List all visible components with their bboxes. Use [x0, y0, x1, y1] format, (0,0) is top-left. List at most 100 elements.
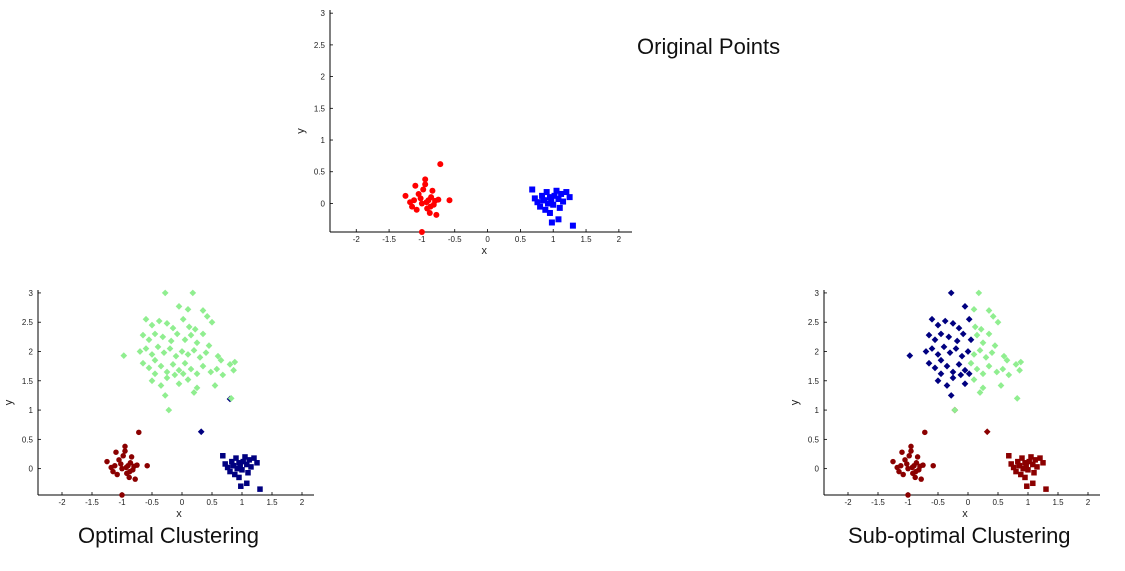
data-point-square: [240, 458, 246, 465]
data-point-square: [246, 457, 252, 463]
data-point-diamond: [953, 337, 961, 345]
data-point-diamond: [945, 333, 953, 341]
data-point-diamond: [991, 342, 999, 349]
data-point-circle: [134, 462, 140, 468]
data-point-diamond: [184, 376, 192, 383]
data-point-diamond: [187, 365, 195, 373]
data-point-circle: [908, 448, 914, 454]
data-point-circle: [914, 454, 921, 460]
data-point-square: [566, 194, 573, 201]
data-point-circle: [413, 206, 420, 213]
data-point-circle: [119, 465, 125, 472]
data-point-square: [227, 468, 233, 475]
data-point-diamond: [161, 392, 169, 399]
data-point-diamond: [943, 382, 951, 389]
data-point-diamond: [988, 349, 996, 357]
data-point-diamond: [955, 324, 963, 332]
data-point-circle: [412, 182, 419, 189]
y-tick-label: 0: [815, 465, 820, 474]
data-point-circle: [433, 211, 440, 218]
data-point-diamond: [940, 343, 948, 351]
y-tick-label: 0: [321, 199, 326, 208]
data-point-diamond: [994, 318, 1002, 326]
y-tick-label: 1: [815, 406, 820, 415]
data-point-square: [1037, 455, 1043, 461]
data-point-square: [1013, 468, 1019, 475]
data-point-square: [555, 196, 562, 203]
data-point-circle: [417, 195, 424, 202]
data-point-diamond: [208, 318, 216, 326]
y-tick-label: 3: [29, 289, 34, 298]
data-point-circle: [906, 453, 912, 459]
x-tick-label: 1: [551, 235, 556, 244]
data-point-circle: [913, 468, 919, 475]
data-point-circle: [435, 196, 442, 203]
data-point-square: [224, 464, 231, 471]
data-point-circle: [904, 461, 910, 467]
x-tick-label: -1: [418, 235, 426, 244]
data-point-diamond: [231, 358, 239, 366]
data-point-diamond: [949, 374, 957, 382]
data-point-diamond: [184, 351, 192, 358]
data-point-circle: [114, 471, 120, 478]
data-point-square: [251, 455, 257, 461]
data-point-square: [558, 190, 565, 197]
y-tick-label: 0.5: [314, 168, 326, 177]
data-point-circle: [905, 492, 911, 498]
data-point-diamond: [961, 380, 969, 388]
data-point-square: [236, 474, 242, 481]
data-point-square: [244, 461, 250, 468]
data-point-circle: [426, 209, 433, 216]
data-point-diamond: [993, 368, 1001, 376]
x-tick-label: 1.5: [266, 498, 278, 507]
data-point-diamond: [947, 392, 955, 399]
data-point-square: [563, 189, 570, 196]
data-point-circle: [409, 203, 416, 210]
data-point-diamond: [1013, 395, 1021, 402]
data-point-diamond: [199, 330, 207, 338]
data-point-square: [546, 194, 553, 201]
data-point-diamond: [937, 356, 945, 364]
data-point-diamond: [979, 370, 987, 378]
data-point-circle: [912, 474, 918, 481]
data-point-diamond: [977, 325, 985, 333]
x-tick-label: -1: [118, 498, 126, 507]
data-point-square: [548, 197, 555, 204]
caption-suboptimal-clustering: Sub-optimal Clustering: [848, 523, 1071, 548]
data-point-circle: [113, 449, 119, 455]
y-tick-label: 2: [321, 73, 326, 82]
data-point-circle: [120, 453, 126, 459]
data-point-circle: [898, 462, 904, 469]
data-point-diamond: [970, 305, 978, 313]
data-point-diamond: [160, 349, 168, 357]
data-point-diamond: [967, 336, 975, 344]
data-point-square: [1025, 467, 1031, 473]
data-point-square: [542, 206, 549, 213]
data-point-diamond: [157, 382, 165, 389]
data-point-square: [236, 460, 242, 466]
data-point-square: [556, 204, 563, 211]
data-point-diamond: [928, 315, 936, 323]
data-point-square: [254, 460, 260, 466]
data-point-circle: [118, 461, 124, 467]
data-point-diamond: [179, 370, 187, 378]
data-point-square: [1032, 457, 1038, 463]
data-point-circle: [422, 176, 429, 183]
data-point-circle: [127, 468, 133, 475]
data-point-circle: [899, 449, 905, 455]
data-point-square: [1018, 471, 1024, 478]
data-point-square: [531, 195, 538, 202]
data-point-diamond: [145, 336, 153, 344]
x-tick-label: -2: [58, 498, 66, 507]
data-point-diamond: [934, 377, 942, 385]
data-point-square: [551, 192, 558, 199]
x-tick-label: -1.5: [85, 498, 99, 507]
data-point-square: [257, 486, 263, 492]
data-point-diamond: [193, 339, 201, 347]
data-point-square: [1031, 469, 1037, 476]
data-point-diamond: [169, 324, 177, 332]
x-tick-label: 0.5: [515, 235, 527, 244]
data-point-diamond: [934, 321, 942, 329]
plot-optimal-clustering: -2 -1.5 -1 -0.5 0 0.5 1 1.5 2 0 0.5 1 1.5 2 2.5 3 x y: [3, 289, 314, 520]
data-point-diamond: [217, 356, 225, 364]
